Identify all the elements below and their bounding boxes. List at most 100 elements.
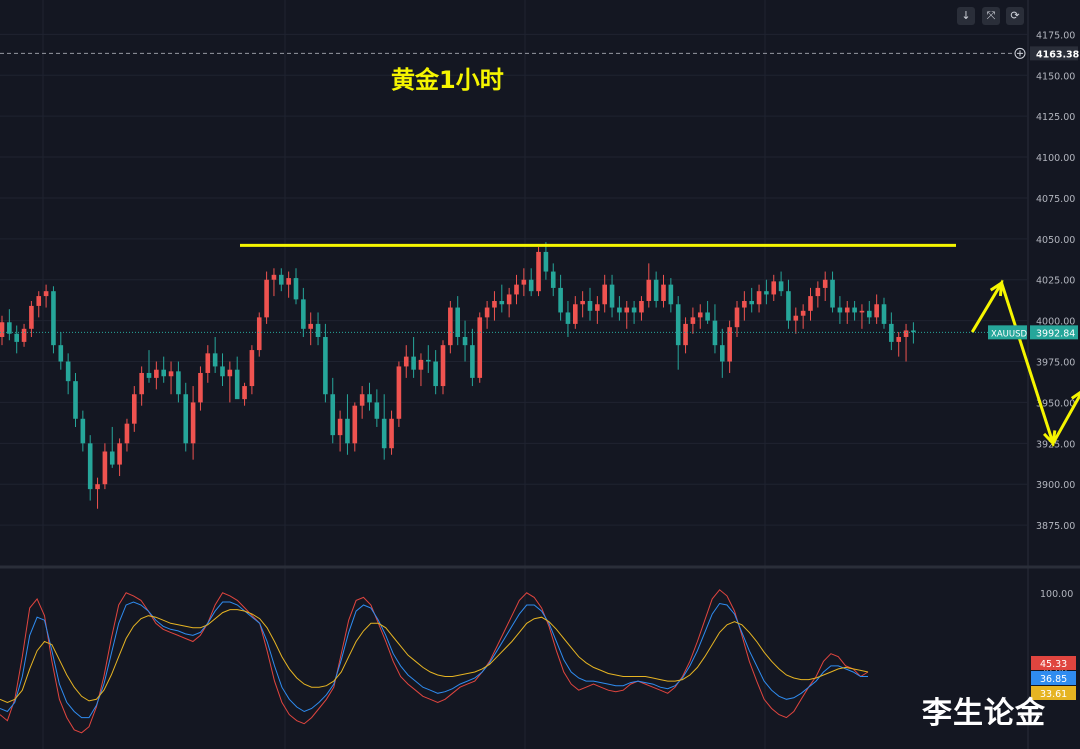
candle-70 — [514, 274, 519, 305]
candle-body — [764, 291, 769, 295]
candle-body — [403, 356, 409, 367]
candle-59 — [433, 350, 438, 395]
candles — [0, 242, 916, 509]
candle-body — [301, 299, 306, 329]
candle-107 — [786, 279, 791, 329]
candle-111 — [815, 281, 821, 308]
candle-103 — [756, 284, 762, 313]
candle-body — [470, 345, 475, 378]
candle-14 — [102, 443, 108, 490]
candle-body — [315, 323, 321, 337]
candle-12 — [87, 435, 93, 501]
crosshair-price-label: 4163.38 — [1036, 49, 1080, 60]
price-tick-4: 4075.00 — [1036, 194, 1075, 205]
candle-92 — [675, 296, 681, 370]
candle-28 — [205, 345, 211, 383]
candle-69 — [506, 287, 512, 318]
candle-40 — [293, 268, 299, 305]
price-axis[interactable]: 4175.00 4150.00 4125.00 4100.00 4075.00 4050.… — [1036, 30, 1075, 532]
candle-body — [536, 251, 541, 292]
candle-117 — [859, 304, 865, 329]
candle-body — [359, 394, 365, 406]
osc-readout-box-1 — [1031, 671, 1076, 685]
candle-body — [624, 307, 630, 313]
candle-112 — [822, 271, 828, 301]
candle-52 — [381, 394, 387, 460]
candle-106 — [778, 271, 784, 297]
candle-91 — [668, 278, 674, 313]
candle-79 — [580, 291, 585, 318]
price-tick-3: 4100.00 — [1036, 153, 1075, 164]
candle-42 — [308, 312, 313, 346]
candle-37 — [271, 268, 277, 297]
candle-body — [389, 418, 394, 449]
candle-19 — [139, 366, 144, 406]
candle-body — [786, 291, 791, 321]
candle-15 — [109, 426, 115, 468]
candle-body — [617, 307, 622, 313]
price-labels: 4163.38 XAUUSD 3992.84 — [988, 46, 1080, 340]
candle-71 — [521, 268, 527, 297]
osc-tick-0: 100.00 — [1040, 589, 1073, 600]
candle-body — [506, 294, 512, 305]
candle-body — [426, 359, 431, 362]
candle-29 — [212, 336, 218, 373]
crosshair-plus-icon — [1014, 47, 1026, 59]
candle-65 — [477, 312, 483, 383]
candle-10 — [73, 372, 78, 427]
candle-50 — [367, 382, 372, 411]
reset-icon[interactable]: ⟳ — [1006, 7, 1024, 25]
candle-22 — [161, 356, 166, 383]
annotation-layer — [0, 47, 1080, 448]
collapse-icon[interactable]: ⤧ — [982, 7, 1000, 25]
candle-body — [558, 287, 563, 313]
candle-124 — [911, 322, 916, 344]
candle-body — [337, 418, 343, 436]
candle-body — [161, 369, 166, 377]
candle-120 — [881, 297, 887, 329]
candle-body — [889, 323, 894, 342]
candle-41 — [301, 287, 306, 337]
candle-17 — [124, 418, 130, 452]
price-tick-12: 3875.00 — [1036, 521, 1075, 532]
candle-body — [367, 394, 372, 403]
candle-20 — [146, 350, 152, 383]
candle-72 — [528, 268, 534, 297]
candle-98 — [720, 328, 725, 378]
candle-body — [271, 274, 277, 280]
candle-body — [418, 359, 424, 370]
candle-73 — [536, 247, 541, 297]
candle-body — [712, 320, 718, 346]
candle-body — [771, 281, 777, 295]
candle-body — [51, 291, 56, 346]
candle-2 — [14, 325, 19, 354]
candle-54 — [396, 361, 402, 427]
candle-99 — [727, 320, 732, 373]
candle-body — [565, 312, 571, 324]
candle-body — [690, 317, 696, 324]
candle-body — [742, 300, 747, 308]
candle-48 — [352, 402, 358, 452]
candle-body — [139, 372, 144, 395]
candle-body — [146, 372, 152, 378]
candle-body — [286, 278, 291, 285]
price-tick-11: 3900.00 — [1036, 480, 1075, 491]
candle-68 — [499, 284, 505, 313]
candle-93 — [683, 317, 688, 354]
price-tick-6: 4025.00 — [1036, 276, 1075, 287]
candle-body — [234, 369, 240, 400]
candle-body — [293, 278, 299, 300]
candle-78 — [573, 296, 578, 329]
candle-6 — [43, 284, 49, 308]
candle-95 — [697, 304, 703, 329]
candle-body — [220, 366, 225, 377]
candle-43 — [315, 312, 321, 346]
candle-body — [80, 418, 86, 444]
candle-body — [484, 307, 490, 318]
candle-body — [573, 304, 578, 324]
candle-body — [639, 300, 644, 313]
osc-readout-box-0 — [1031, 656, 1076, 670]
arrow-down-icon[interactable]: ↓ — [957, 7, 975, 25]
